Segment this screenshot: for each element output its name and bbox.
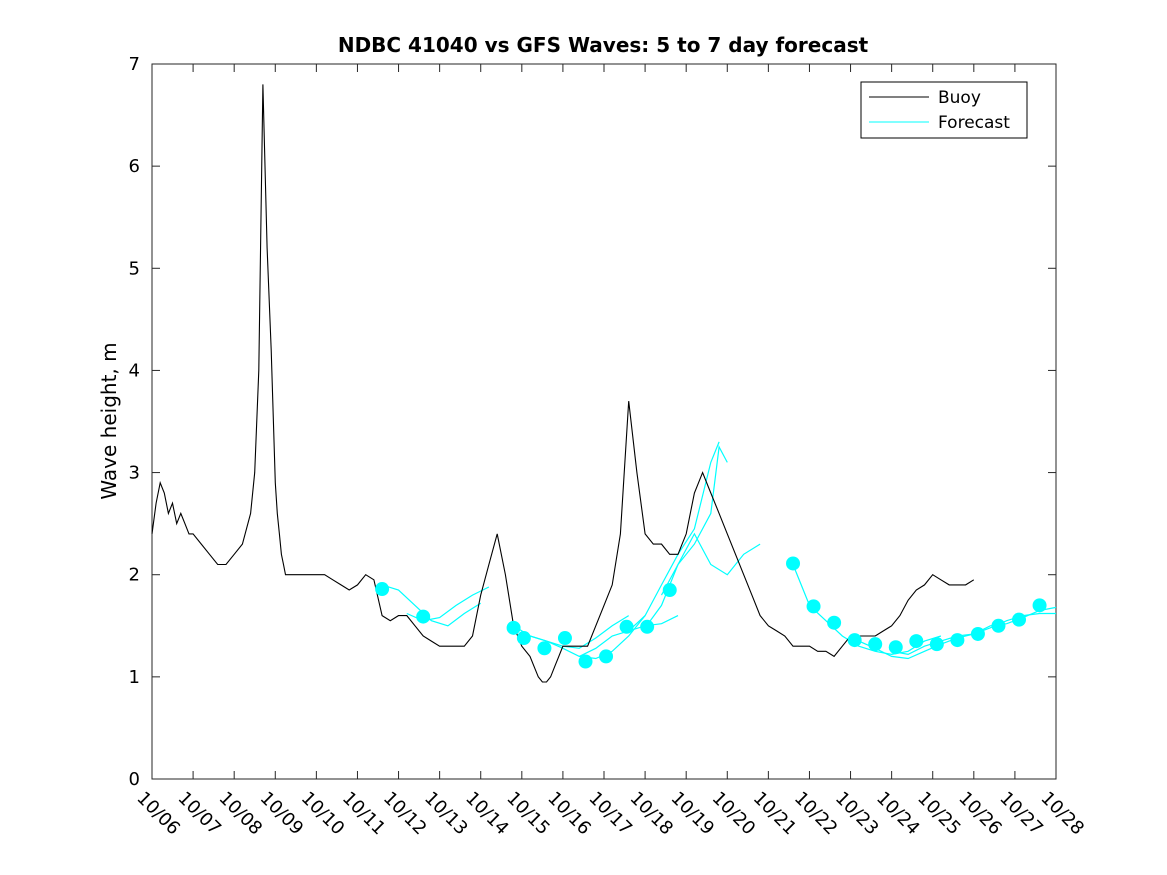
forecast-marker xyxy=(909,634,924,649)
forecast-marker xyxy=(950,633,965,648)
legend: Buoy Forecast xyxy=(860,81,1028,139)
forecast-marker xyxy=(375,582,390,597)
forecast-marker xyxy=(827,615,842,630)
forecast-line xyxy=(644,445,728,629)
forecast-marker xyxy=(506,620,521,635)
forecast-marker xyxy=(578,654,593,669)
y-tick-label: 2 xyxy=(129,565,140,586)
y-tick-label: 6 xyxy=(129,156,140,177)
y-tick-label: 0 xyxy=(129,769,140,790)
forecast-marker xyxy=(557,631,572,646)
forecast-marker xyxy=(970,626,985,641)
forecast-marker xyxy=(1032,598,1047,613)
legend-forecast-label: Forecast xyxy=(938,113,1010,133)
forecast-marker xyxy=(416,609,431,624)
legend-box xyxy=(860,81,1028,139)
forecast-marker xyxy=(806,599,821,614)
forecast-marker xyxy=(619,619,634,634)
y-tick-label: 1 xyxy=(129,667,140,688)
forecast-marker xyxy=(516,631,531,646)
forecast-line xyxy=(381,584,482,627)
forecast-marker xyxy=(868,637,883,652)
buoy-line xyxy=(151,84,975,683)
forecast-marker xyxy=(888,640,903,655)
y-tick-label: 7 xyxy=(129,54,140,75)
forecast-marker xyxy=(991,618,1006,633)
forecast-line xyxy=(660,532,761,596)
y-tick-label: 4 xyxy=(129,360,140,381)
y-tick-label: 5 xyxy=(129,258,140,279)
forecast-marker xyxy=(537,641,552,656)
forecast-marker xyxy=(662,583,677,598)
chart-title: NDBC 41040 vs GFS Waves: 5 to 7 day fore… xyxy=(338,33,869,57)
y-tick-label: 3 xyxy=(129,463,140,484)
forecast-marker xyxy=(599,649,614,664)
forecast-marker xyxy=(786,556,801,571)
forecast-marker xyxy=(847,633,862,648)
legend-buoy-label: Buoy xyxy=(938,88,981,108)
y-axis-label: Wave height, m xyxy=(97,342,121,499)
forecast-marker xyxy=(929,637,944,652)
forecast-marker xyxy=(640,619,655,634)
forecast-marker xyxy=(1012,612,1027,627)
